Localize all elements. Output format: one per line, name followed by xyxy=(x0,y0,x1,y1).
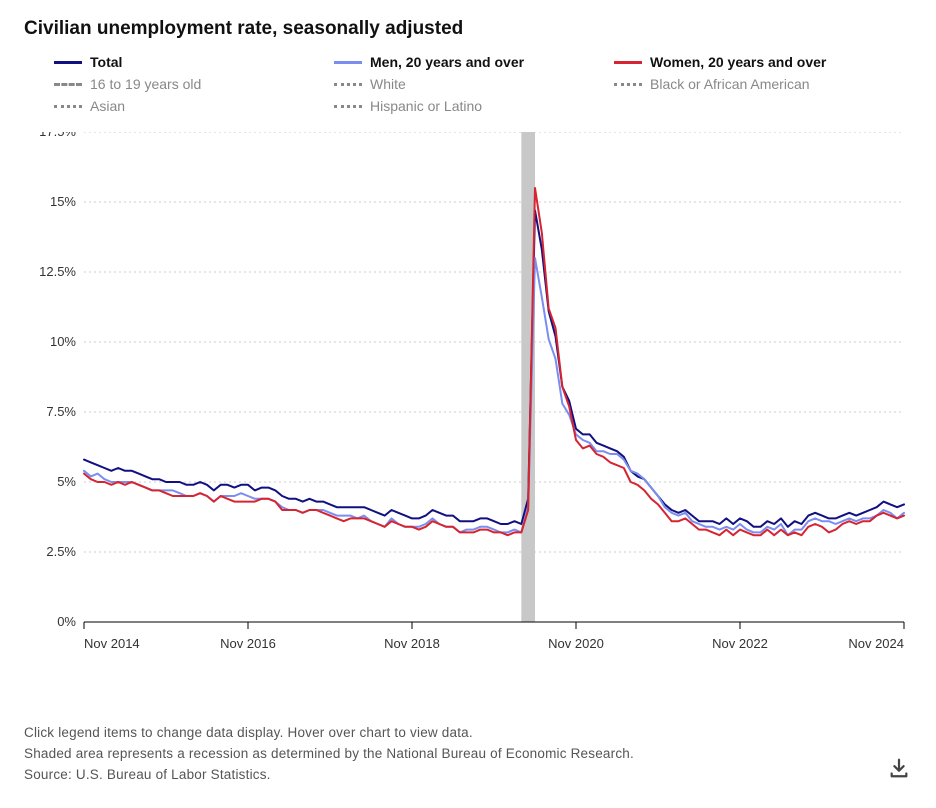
svg-text:Nov 2014: Nov 2014 xyxy=(84,636,140,651)
svg-text:17.5%: 17.5% xyxy=(39,132,76,139)
legend-label: Black or African American xyxy=(650,76,810,92)
chart-title: Civilian unemployment rate, seasonally a… xyxy=(24,18,912,40)
svg-text:10%: 10% xyxy=(50,334,76,349)
footer-line-2: Shaded area represents a recession as de… xyxy=(24,744,912,765)
legend-label: 16 to 19 years old xyxy=(90,76,201,92)
legend-item-women[interactable]: Women, 20 years and over xyxy=(614,54,894,70)
legend-label: White xyxy=(370,76,406,92)
chart-container: { "title": "Civilian unemployment rate, … xyxy=(0,0,936,808)
footer-line-3: Source: U.S. Bureau of Labor Statistics. xyxy=(24,765,912,786)
legend-label: Women, 20 years and over xyxy=(650,54,826,70)
svg-text:Nov 2016: Nov 2016 xyxy=(220,636,276,651)
svg-text:15%: 15% xyxy=(50,194,76,209)
legend-swatch xyxy=(54,105,82,108)
legend-swatch xyxy=(54,83,82,86)
svg-text:Nov 2024: Nov 2024 xyxy=(848,636,904,651)
legend-label: Men, 20 years and over xyxy=(370,54,524,70)
legend-item-black[interactable]: Black or African American xyxy=(614,76,894,92)
legend-item-hispanic[interactable]: Hispanic or Latino xyxy=(334,98,614,114)
plot-area[interactable]: 0% 2.5% 5% 7.5% 10% 12.5% 15% 17.5% Nov 2014 Nov … xyxy=(24,132,912,672)
legend-swatch xyxy=(334,61,362,64)
legend-item-men[interactable]: Men, 20 years and over xyxy=(334,54,614,70)
svg-text:7.5%: 7.5% xyxy=(46,404,76,419)
svg-text:5%: 5% xyxy=(57,474,76,489)
footer-line-1: Click legend items to change data displa… xyxy=(24,723,912,744)
legend-item-teens[interactable]: 16 to 19 years old xyxy=(54,76,334,92)
legend-swatch xyxy=(334,83,362,86)
legend-swatch xyxy=(614,83,642,86)
legend-label: Asian xyxy=(90,98,125,114)
svg-text:0%: 0% xyxy=(57,614,76,629)
download-icon[interactable] xyxy=(888,757,910,786)
line-chart-svg: 0% 2.5% 5% 7.5% 10% 12.5% 15% 17.5% Nov 2014 Nov … xyxy=(24,132,912,672)
svg-text:Nov 2020: Nov 2020 xyxy=(548,636,604,651)
legend: Total Men, 20 years and over Women, 20 yea… xyxy=(54,54,912,114)
legend-item-white[interactable]: White xyxy=(334,76,614,92)
legend-label: Total xyxy=(90,54,122,70)
svg-text:Nov 2022: Nov 2022 xyxy=(712,636,768,651)
legend-item-total[interactable]: Total xyxy=(54,54,334,70)
chart-footer: Click legend items to change data displa… xyxy=(24,723,912,786)
svg-text:Nov 2018: Nov 2018 xyxy=(384,636,440,651)
svg-text:2.5%: 2.5% xyxy=(46,544,76,559)
legend-swatch xyxy=(614,61,642,64)
legend-item-asian[interactable]: Asian xyxy=(54,98,334,114)
legend-swatch xyxy=(54,61,82,64)
legend-label: Hispanic or Latino xyxy=(370,98,482,114)
legend-swatch xyxy=(334,105,362,108)
svg-text:12.5%: 12.5% xyxy=(39,264,76,279)
